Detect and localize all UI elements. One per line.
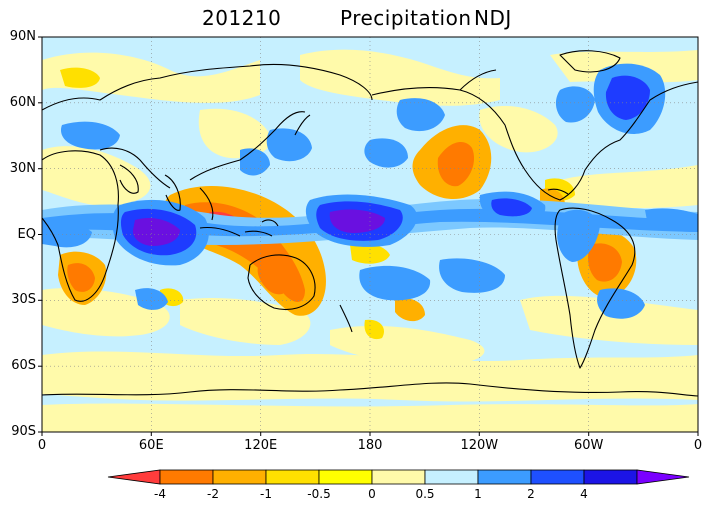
title-date: 201210 xyxy=(202,6,282,30)
colorbar-box xyxy=(371,469,426,485)
colorbar-label: -0.5 xyxy=(307,487,331,501)
colorbar-box xyxy=(265,469,320,485)
coastlines xyxy=(42,50,698,397)
colorbar-box xyxy=(477,469,532,485)
colorbar-box xyxy=(424,469,479,485)
title-period: NDJ xyxy=(474,6,512,30)
colorbar-box xyxy=(318,469,373,485)
colorbar-box xyxy=(159,469,214,485)
colorbar-arrow-left xyxy=(107,469,161,485)
lon-label-60e: 60E xyxy=(138,438,164,453)
colorbar-label: 1 xyxy=(474,487,482,501)
colorbar-label: -1 xyxy=(260,487,272,501)
colorbar-box xyxy=(212,469,267,485)
colorbar-box xyxy=(583,469,638,485)
lon-label-0-end: 0 xyxy=(693,438,703,453)
lon-label-180: 180 xyxy=(357,438,383,453)
colorbar-arrow-right xyxy=(636,469,690,485)
colorbar-label: -4 xyxy=(154,487,166,501)
lat-label-90n: 90N xyxy=(9,29,36,44)
lat-label-90s: 90S xyxy=(11,424,36,439)
colorbar xyxy=(107,469,690,485)
anomaly-field xyxy=(42,37,698,432)
colorbar-label: -2 xyxy=(207,487,219,501)
lon-label-120w: 120W xyxy=(460,438,499,453)
lon-label-60w: 60W xyxy=(573,438,604,453)
lat-label-30n: 30N xyxy=(9,161,36,176)
map-title: 201210 Precipitation NDJ xyxy=(0,4,712,32)
tick-marks xyxy=(38,36,699,436)
colorbar-label: 4 xyxy=(580,487,588,501)
colorbar-label: 0.5 xyxy=(415,487,435,501)
weak-negative-patches xyxy=(42,49,698,432)
colorbar-label: 2 xyxy=(527,487,535,501)
lon-label-0: 0 xyxy=(37,438,47,453)
colorbar-label: 0 xyxy=(368,487,376,501)
title-variable: Precipitation xyxy=(340,6,472,30)
colorbar-box xyxy=(530,469,585,485)
gridlines xyxy=(42,37,698,432)
lat-label-30s: 30S xyxy=(11,292,36,307)
lon-label-120e: 120E xyxy=(244,438,278,453)
lat-label-eq: EQ xyxy=(17,227,36,242)
lat-label-60s: 60S xyxy=(11,358,36,373)
lat-label-60n: 60N xyxy=(9,95,36,110)
